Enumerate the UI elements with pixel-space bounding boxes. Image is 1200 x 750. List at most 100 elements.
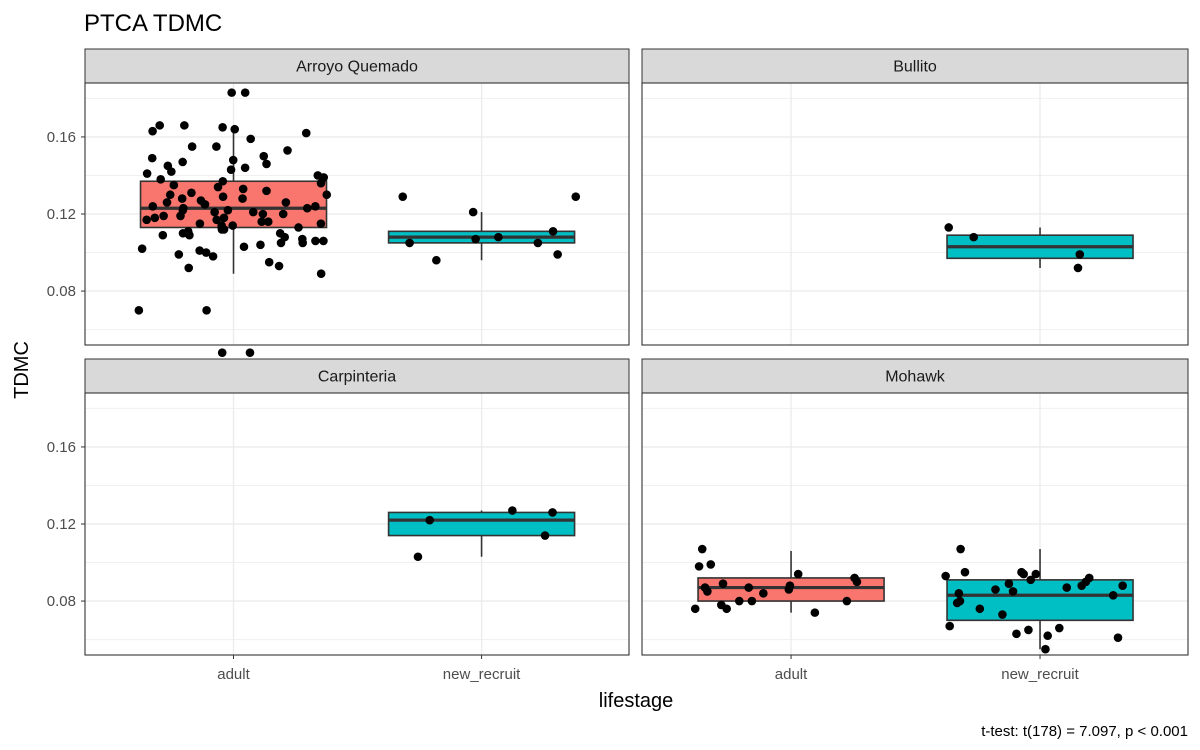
data-point [1075, 250, 1085, 259]
y-tick-label: 0.08 [47, 283, 76, 300]
y-axis-title: TDMC [11, 341, 33, 399]
panel-border [641, 392, 1189, 656]
data-point [1073, 263, 1083, 273]
data-point [156, 175, 165, 184]
data-point [142, 215, 151, 225]
data-point [238, 184, 248, 194]
data-point [178, 228, 188, 238]
data-point [165, 190, 175, 200]
data-point [952, 598, 962, 608]
data-point [322, 190, 332, 200]
data-point [747, 596, 757, 606]
data-point [998, 610, 1007, 619]
data-point [319, 236, 328, 246]
data-point [159, 211, 168, 221]
data-point [690, 604, 700, 614]
data-point [213, 182, 223, 192]
data-point [969, 232, 978, 242]
data-point [533, 238, 543, 248]
strip-arroyo-quemado [84, 48, 630, 84]
data-point [219, 213, 229, 223]
data-point [316, 219, 326, 228]
data-point [316, 269, 326, 279]
data-point [553, 250, 562, 259]
box-iqr [139, 180, 328, 229]
panel-mohawk: Mohawk adult new_recruit [641, 358, 1189, 683]
panel-arroyo-quemado: Arroyo Quemado 0.08 0.12 0.16 [47, 48, 630, 358]
data-point [258, 209, 268, 219]
y-tick-label: 0.16 [47, 129, 76, 146]
box-carpinteria-new_recruit [387, 506, 576, 562]
data-point [185, 230, 194, 240]
data-point [991, 585, 1000, 594]
box-arroyo-quemado-new_recruit [387, 192, 581, 265]
data-point [162, 198, 172, 207]
data-point [1118, 581, 1127, 590]
data-point [278, 209, 288, 219]
data-point [202, 306, 211, 315]
box-mohawk-adult [690, 544, 885, 617]
data-point [294, 223, 303, 232]
data-point [1041, 644, 1050, 654]
data-point [540, 531, 550, 540]
data-point [311, 201, 320, 211]
box-mohawk-new_recruit [941, 544, 1134, 654]
data-point [184, 263, 194, 273]
panel-border [641, 82, 1189, 346]
data-point [228, 155, 238, 165]
data-point [784, 585, 794, 594]
data-point [1031, 569, 1041, 579]
data-point [210, 207, 219, 217]
data-point [262, 186, 271, 196]
data-point [228, 221, 238, 230]
data-point [158, 230, 168, 240]
strip-label-mohawk: Mohawk [885, 369, 946, 386]
data-point [1026, 575, 1036, 585]
data-point [259, 151, 269, 161]
data-point [1008, 587, 1018, 596]
data-point [956, 544, 965, 554]
data-point [263, 217, 273, 227]
data-point [212, 215, 221, 225]
data-point [398, 192, 408, 201]
panel-bullito: Bullito [641, 48, 1189, 346]
data-point [694, 562, 704, 571]
data-point [281, 198, 291, 207]
facet-panels: Arroyo Quemado 0.08 0.12 0.16 Bullito Carpint… [47, 48, 1189, 683]
data-point [1077, 581, 1086, 590]
data-point [302, 203, 312, 213]
data-point [212, 142, 221, 151]
data-point [1004, 579, 1014, 589]
data-point [178, 157, 187, 167]
data-point [722, 604, 731, 614]
data-point [274, 261, 284, 271]
data-point [471, 234, 480, 244]
data-point [240, 88, 250, 97]
data-point [283, 146, 292, 155]
data-point [218, 176, 228, 186]
data-point [548, 508, 557, 517]
data-point [174, 250, 184, 259]
box-bullito-new_recruit [944, 223, 1134, 273]
data-point [405, 238, 414, 248]
data-point [810, 608, 820, 617]
strip-mohawk [641, 358, 1189, 394]
data-point [180, 121, 189, 130]
data-point [960, 567, 970, 577]
data-point [1043, 631, 1052, 641]
data-point [240, 163, 250, 173]
x-tick-label: new_recruit [1001, 666, 1079, 683]
data-point [276, 238, 286, 248]
x-tick-label: new_recruit [443, 666, 521, 683]
data-point [413, 552, 423, 562]
data-point [248, 207, 258, 217]
data-point [169, 180, 179, 190]
data-point [425, 515, 435, 525]
data-point [298, 238, 308, 248]
data-point [706, 560, 716, 569]
data-point [734, 596, 744, 606]
data-point [147, 153, 157, 163]
data-point [571, 192, 581, 201]
data-point [167, 167, 176, 176]
